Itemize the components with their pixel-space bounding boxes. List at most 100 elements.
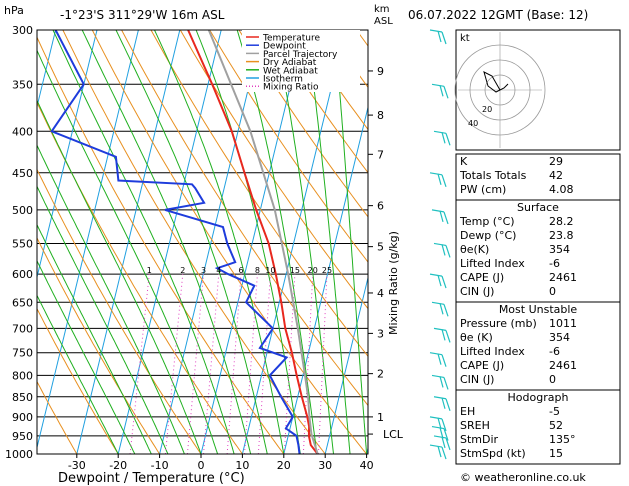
x-tick-label: 10 [235, 459, 249, 472]
wind-barb-shaft [433, 435, 447, 439]
wind-barb-flag [445, 398, 451, 411]
hpa-label: hPa [4, 4, 24, 17]
index-label: Pressure (mb) [460, 317, 537, 330]
wet-adiabat-line [37, 223, 152, 454]
index-value: 4.08 [549, 183, 574, 196]
wet-adiabat-line [334, 30, 368, 454]
wind-barb-flag [439, 376, 444, 388]
index-label: StmDir [460, 433, 499, 446]
dry-adiabat-line [37, 236, 161, 454]
x-tick-label: -20 [109, 459, 127, 472]
index-value: 0 [549, 373, 556, 386]
indices-section-title: Hodograph [508, 391, 569, 404]
index-label: Lifted Index [460, 345, 525, 358]
wind-barb-shaft [433, 130, 447, 134]
pressure-tick-label: 300 [12, 24, 33, 37]
legend-entry: Isotherm [263, 75, 303, 85]
km-tick-label: 1 [377, 411, 384, 424]
isotherm-line [117, 30, 222, 454]
wet-adiabat-line [81, 30, 252, 454]
isotherm-line [159, 30, 264, 454]
wind-barb-shaft [431, 374, 445, 379]
index-label: Dewp (°C) [460, 229, 516, 242]
wet-adiabat-line [37, 99, 202, 454]
dry-adiabat-line [238, 30, 368, 218]
wind-barb-flag [441, 31, 447, 45]
dry-adiabat-line [91, 30, 367, 454]
index-label: StmSpd (kt) [460, 447, 526, 460]
km-label: km [374, 4, 390, 15]
isotherm-line [37, 30, 57, 109]
mixing-ratio-line [226, 274, 242, 454]
wind-barb-shaft [429, 273, 443, 277]
dry-adiabat-line [37, 168, 202, 454]
temperature-line [187, 30, 319, 454]
mixing-ratio-label: 3 [201, 266, 206, 275]
dry-adiabat-line [37, 380, 78, 454]
pressure-tick-label: 950 [12, 430, 33, 443]
index-value: 42 [549, 169, 563, 182]
wind-barb-flag [437, 417, 442, 430]
dry-adiabat-line [179, 30, 368, 310]
wind-barb-flag [441, 397, 446, 409]
wind-barb-shaft [429, 352, 443, 356]
index-value: 2461 [549, 271, 577, 284]
wind-barb-flag [443, 86, 449, 99]
isotherm-line [241, 30, 346, 454]
wind-barb-shaft [433, 242, 447, 247]
hodograph-trace [483, 71, 509, 93]
wet-adiabat-line [273, 30, 334, 454]
index-value: -6 [549, 257, 560, 270]
index-label: PW (cm) [460, 183, 506, 196]
wind-barb-flag [445, 330, 451, 343]
pressure-tick-label: 600 [12, 268, 33, 281]
wind-barb-shaft [431, 301, 445, 305]
wind-barb-shaft [433, 396, 447, 400]
wind-barb-flag [441, 244, 446, 256]
wind-barb-shaft [433, 327, 447, 331]
index-label: SREH [460, 419, 490, 432]
pressure-tick-label: 350 [12, 78, 33, 91]
wind-barb-flag [439, 427, 444, 439]
wind-barbs [429, 29, 451, 460]
index-value: -6 [549, 345, 560, 358]
wind-barb-flag [441, 436, 446, 449]
legend-entry: Wet Adiabat [263, 66, 318, 76]
pressure-tick-label: 700 [12, 322, 33, 335]
mixing-ratio-label: 8 [255, 266, 260, 275]
legend-box [242, 30, 360, 92]
x-tick-label: -30 [68, 459, 86, 472]
mixing-ratio-label: 1 [147, 266, 152, 275]
parcel-trajectory-line [207, 30, 319, 454]
mixing-ratio-label: 6 [239, 266, 244, 275]
dry-adiabat-line [37, 307, 119, 454]
wind-barb-flag [443, 428, 449, 441]
wind-barb-flag [441, 174, 447, 187]
mixing-ratio-line [186, 274, 205, 454]
wet-adiabat-line [236, 30, 318, 454]
x-axis-label: Dewpoint / Temperature (°C) [58, 471, 245, 486]
x-tick-label: 0 [198, 459, 205, 472]
wind-barb-flag [445, 245, 451, 258]
footer-credit: © weatheronline.co.uk [460, 471, 586, 484]
indices-box [455, 199, 621, 303]
index-label: CAPE (J) [460, 359, 504, 372]
index-value: 354 [549, 243, 570, 256]
index-value: 354 [549, 331, 570, 344]
legend-entry: Temperature [262, 34, 320, 44]
wind-barb-flag [441, 418, 447, 432]
wind-barb-shaft [431, 209, 445, 213]
km-tick-label: 8 [377, 109, 384, 122]
index-label: θe(K) [460, 243, 489, 256]
mixing-ratio-line [164, 274, 184, 454]
x-tick-label: 20 [277, 459, 291, 472]
x-tick-label: 30 [318, 459, 332, 472]
km-tick-label: 3 [377, 327, 384, 340]
mixing-ratio-label: 10 [265, 266, 275, 275]
legend-entry: Parcel Trajectory [263, 50, 338, 60]
asl-label: ASL [374, 16, 393, 27]
lcl-label: LCL [383, 428, 404, 441]
mixing-ratio-label: 2 [180, 266, 185, 275]
wind-barb-flag [441, 354, 447, 367]
isotherm-line [324, 275, 368, 454]
